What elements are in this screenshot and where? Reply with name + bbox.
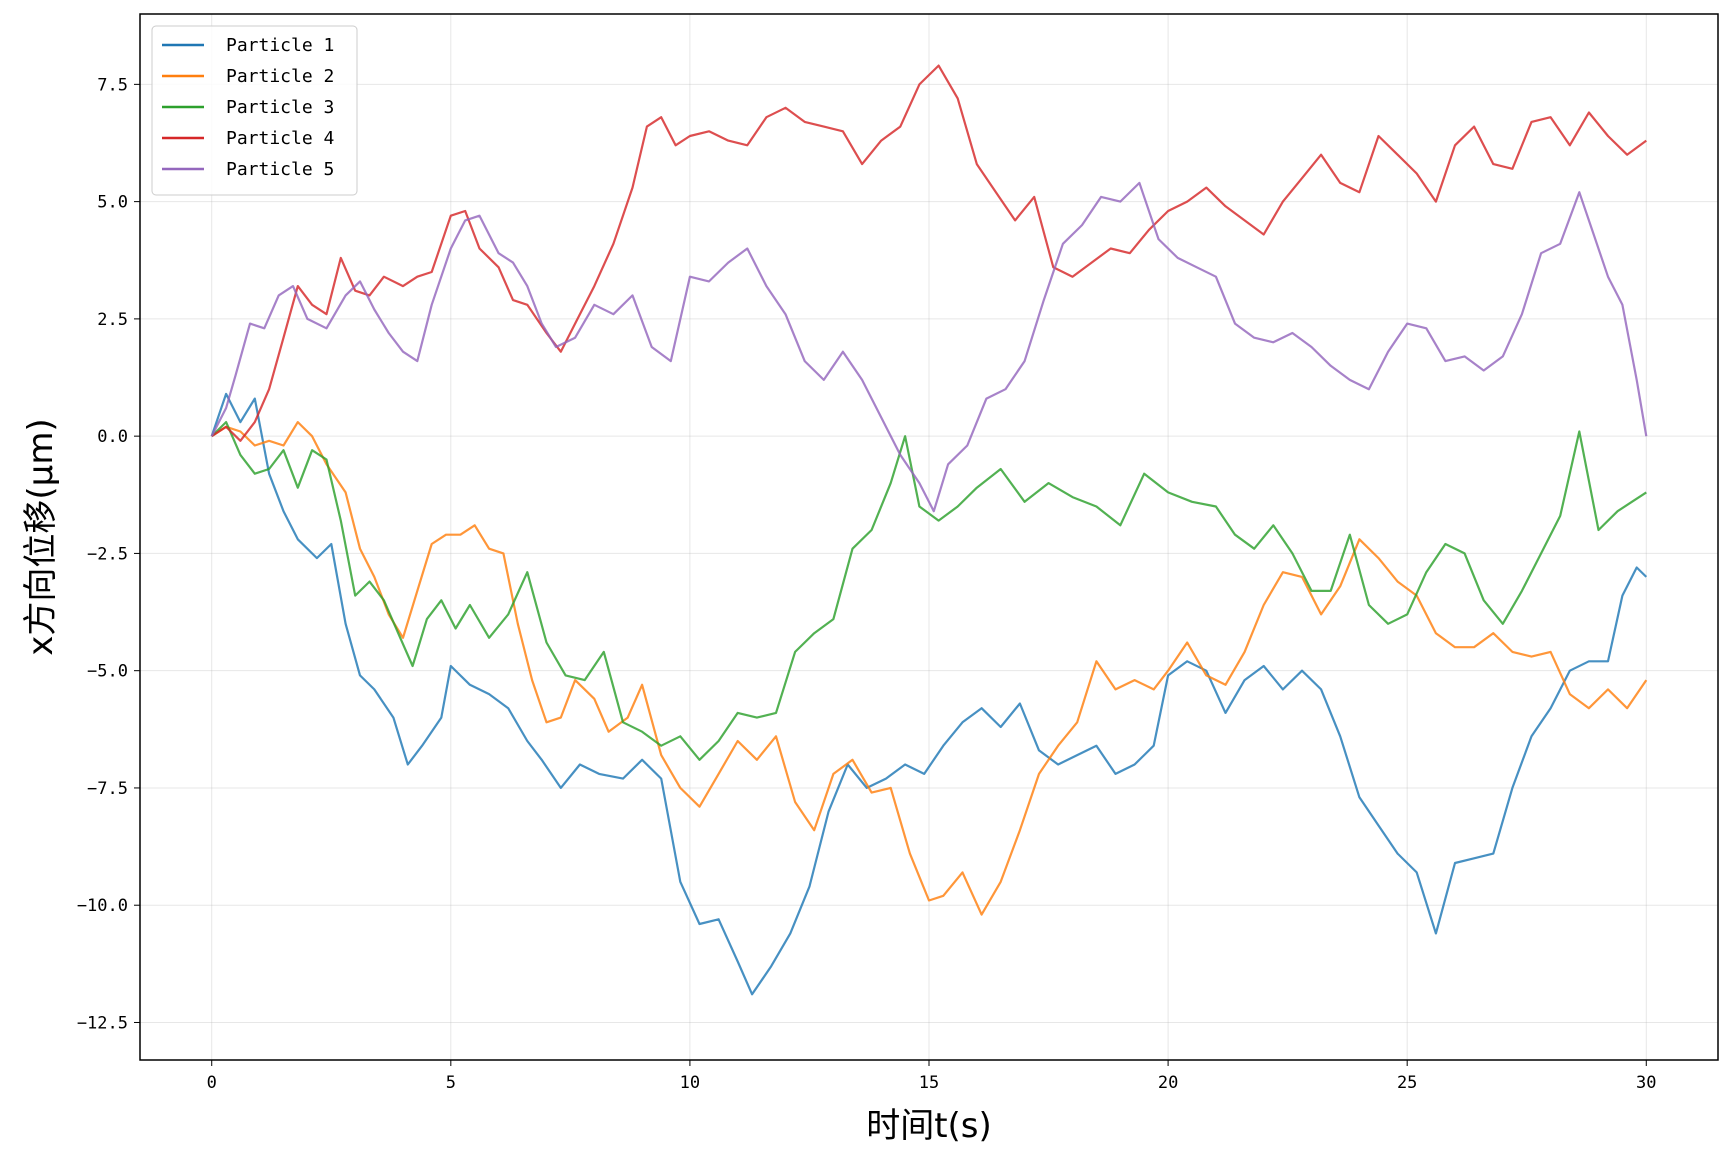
y-axis-title: x方向位移(μm) — [21, 418, 61, 655]
legend-label: Particle 1 — [226, 35, 334, 56]
y-tick-label: −12.5 — [77, 1013, 128, 1033]
x-axis-title: 时间t(s) — [866, 1106, 992, 1146]
y-tick-label: 5.0 — [97, 193, 128, 213]
x-tick-label: 0 — [207, 1073, 217, 1093]
x-tick-label: 25 — [1397, 1073, 1417, 1093]
y-tick-label: 7.5 — [97, 75, 128, 95]
legend-label: Particle 5 — [226, 159, 334, 180]
y-tick-label: 2.5 — [97, 310, 128, 330]
x-tick-label: 20 — [1158, 1073, 1178, 1093]
legend-label: Particle 4 — [226, 128, 334, 149]
x-tick-label: 15 — [919, 1073, 939, 1093]
y-tick-label: 0.0 — [97, 427, 128, 447]
x-tick-label: 5 — [446, 1073, 456, 1093]
legend-label: Particle 2 — [226, 66, 334, 87]
y-tick-label: −10.0 — [77, 896, 128, 916]
y-tick-label: −7.5 — [87, 779, 128, 799]
y-tick-label: −5.0 — [87, 662, 128, 682]
y-tick-label: −2.5 — [87, 544, 128, 564]
x-tick-label: 30 — [1636, 1073, 1656, 1093]
x-tick-label: 10 — [680, 1073, 700, 1093]
legend: Particle 1 Particle 2 Particle 3 Particle 4… — [152, 26, 357, 195]
legend-label: Particle 3 — [226, 97, 334, 118]
